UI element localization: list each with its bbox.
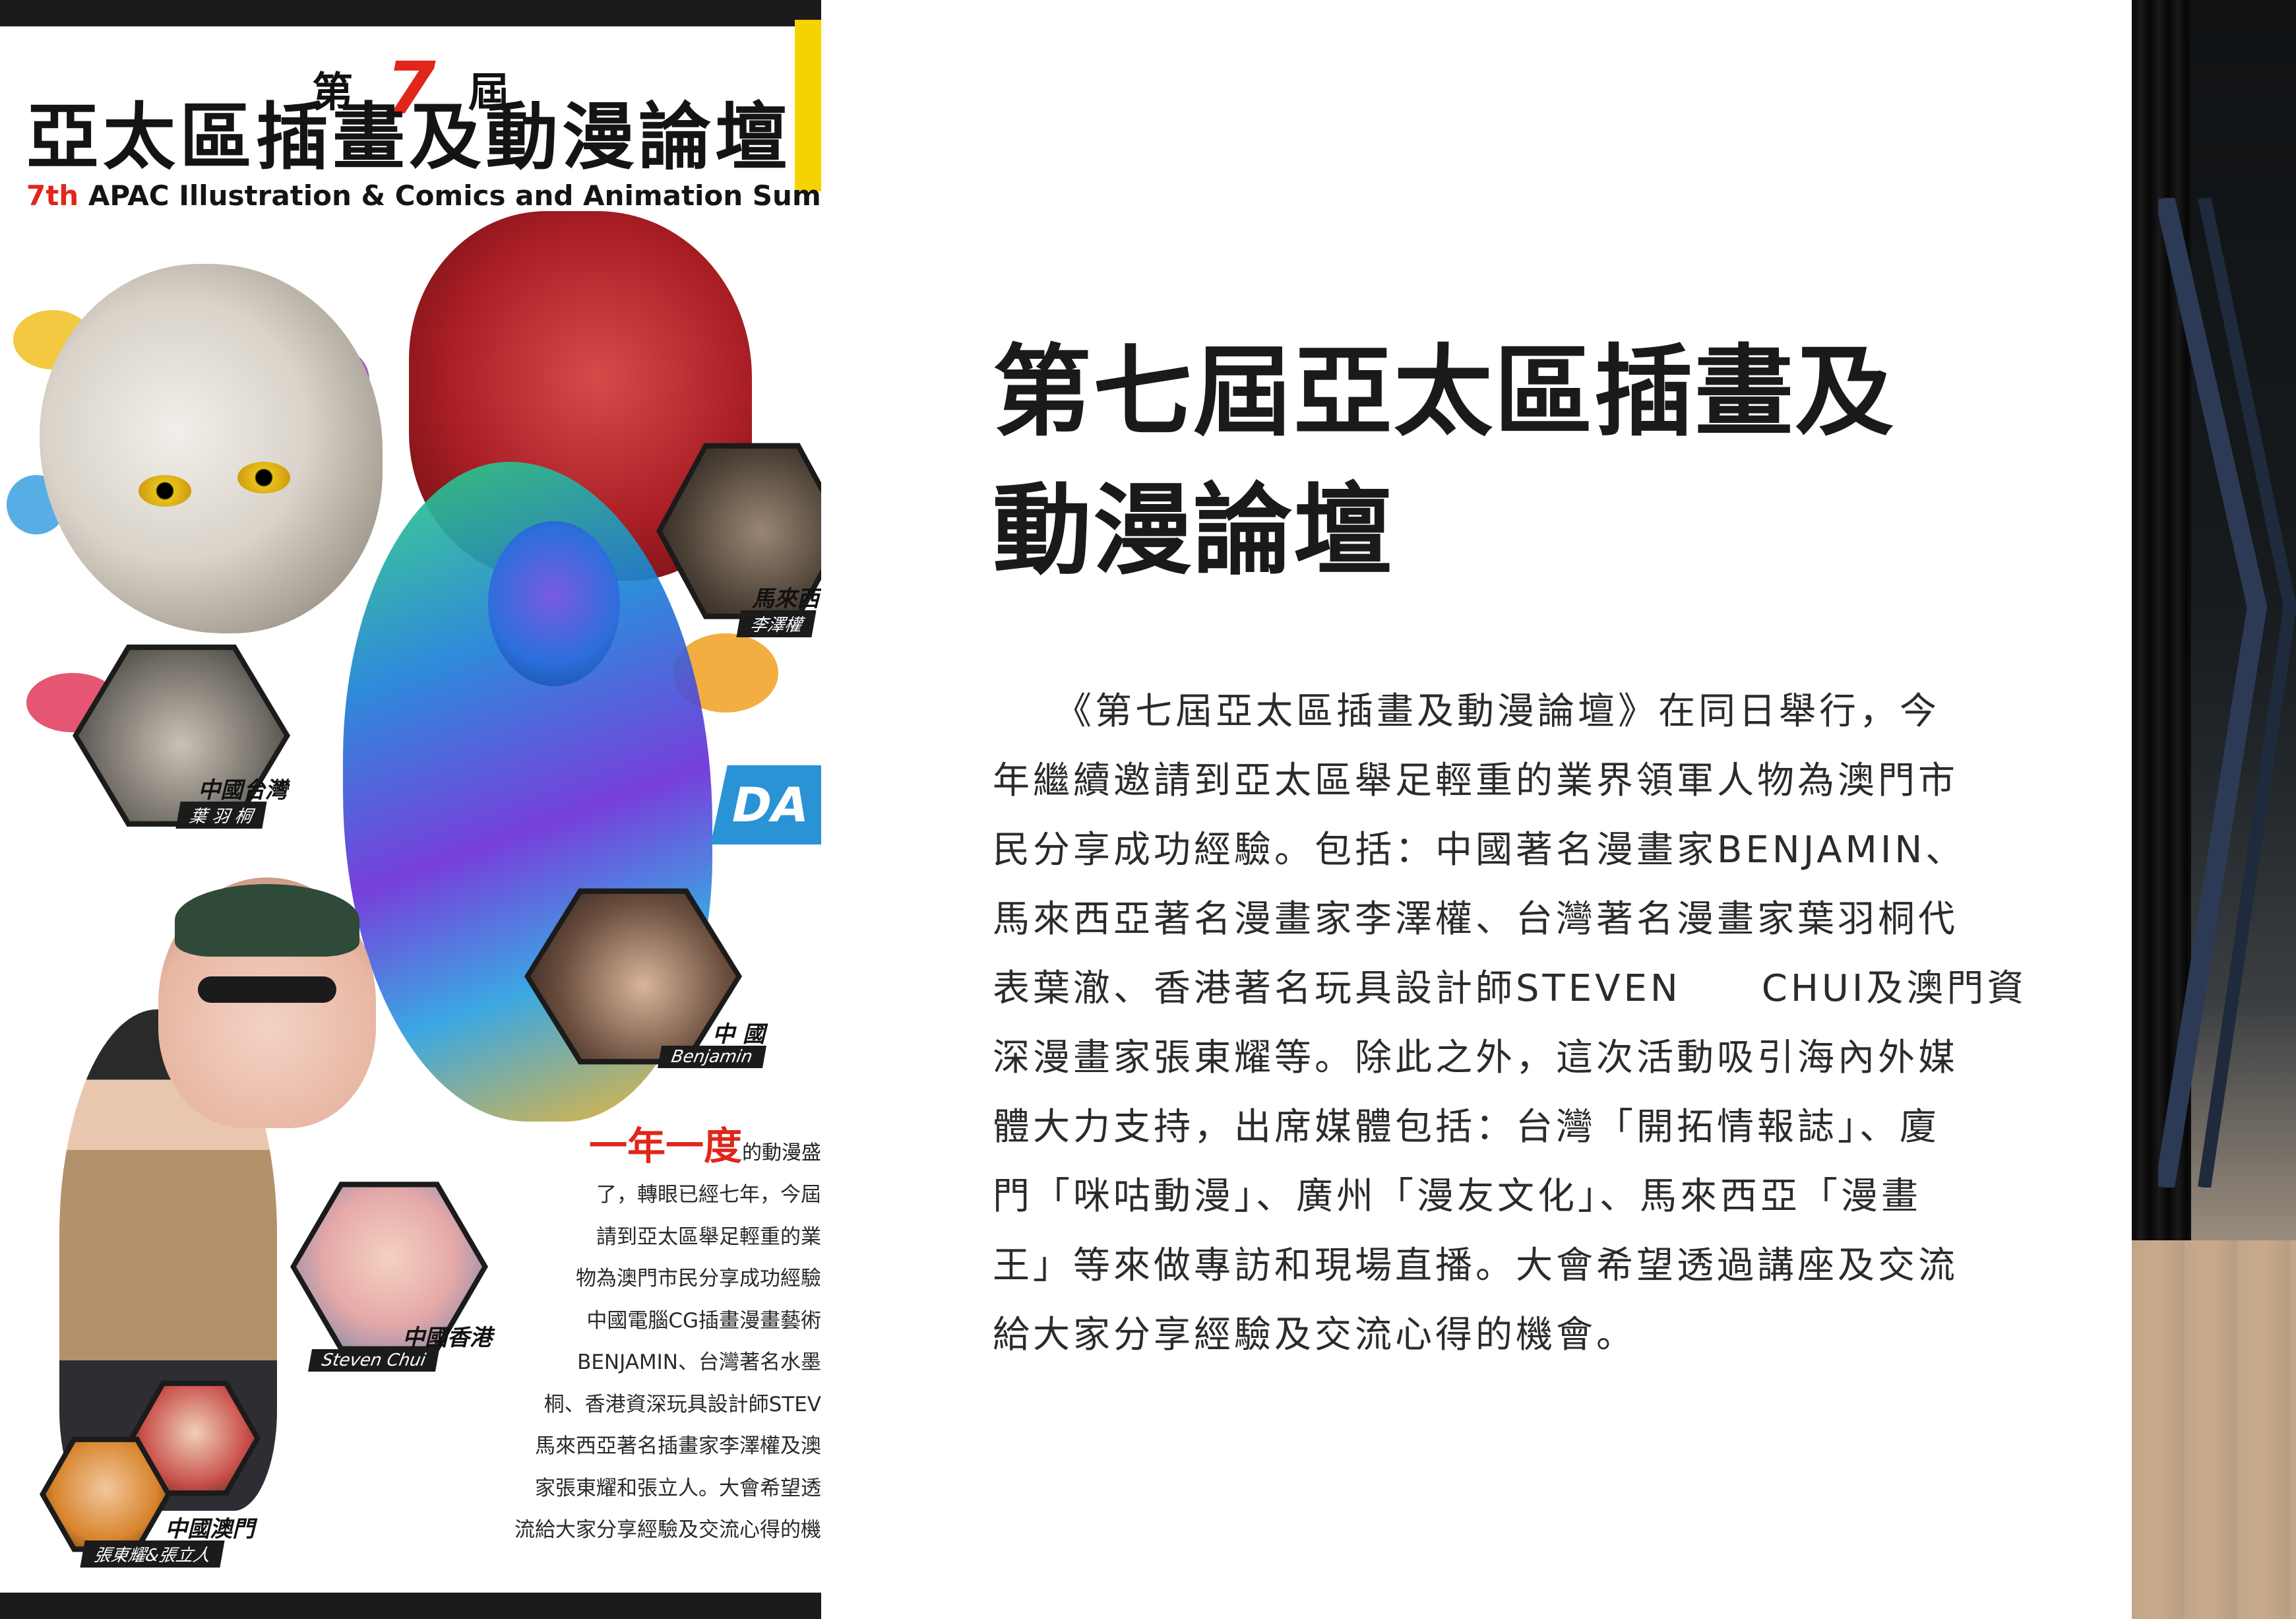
cat-eye — [237, 462, 290, 493]
article-title-line: 動漫論壇 — [993, 474, 1394, 588]
speaker-hex-macau-2 — [40, 1432, 171, 1557]
article-body-line: 王」等來做專訪和現場直播。大會希望透過講座及交流 — [993, 1244, 1958, 1287]
day-badge: DA — [710, 765, 821, 844]
speaker-name: 葉 羽 桐 — [175, 802, 267, 829]
speaker-region: 中 國 — [712, 1021, 765, 1048]
mascot-cap — [175, 884, 359, 957]
poster-body-line: 流給大家分享經驗及交流心得的機 — [514, 1518, 821, 1542]
poster-top-bar — [0, 0, 821, 26]
article-body: 《第七屆亞太區插畫及動漫論壇》在同日舉行，今 年繼續邀請到亞太區舉足輕重的業界領… — [993, 677, 2028, 1370]
poster-edition: 第 7 屆 — [0, 46, 821, 131]
article-title-line: 第七屆亞太區插畫及 — [993, 335, 1896, 450]
article-body-line: 體大力支持，出席媒體包括：台灣「開拓情報誌」、廈 — [993, 1106, 1940, 1149]
article-body-line: 年繼續邀請到亞太區舉足輕重的業界領軍人物為澳門市 — [993, 759, 1958, 802]
article-body-line: 表葉澈、香港著名玩具設計師STEVEN CHUI及澳門資 — [993, 967, 2028, 1010]
article-body-line: 《第七屆亞太區插畫及動漫論壇》在同日舉行，今 — [993, 690, 1940, 733]
illustration-cat — [40, 264, 383, 633]
mascot-mask — [198, 976, 336, 1003]
article-body-line: 門「咪咕動漫」、廣州「漫友文化」、馬來西亞「漫畫 — [993, 1175, 1921, 1218]
article-body-line: 馬來西亞著名漫畫家李澤權、台灣著名漫畫家葉羽桐代 — [993, 898, 1958, 941]
article-title: 第七屆亞太區插畫及 動漫論壇 — [993, 323, 1982, 600]
poster-body-line: 中國電腦CG插畫漫畫藝術 — [586, 1308, 821, 1333]
poster-body-lead: 一年一度的動漫盛 — [462, 1115, 821, 1170]
poster-title-cn: 亞太區插畫及動漫論壇 — [26, 95, 791, 179]
speaker-region: 中國澳門 — [165, 1516, 255, 1542]
edition-prefix: 第 — [312, 68, 354, 116]
illustration-girl-face — [488, 521, 620, 686]
speaker-name: 李澤權 — [736, 610, 817, 637]
event-photo — [2132, 0, 2296, 1619]
poster-lead-tail: 的動漫盛 — [742, 1141, 821, 1164]
edition-suffix: 屆 — [468, 68, 509, 116]
stage-floor — [2132, 1240, 2296, 1619]
speaker-region: 中國香港 — [402, 1325, 492, 1351]
poster-body-line: 桐、香港資深玩具設計師STEV — [543, 1392, 821, 1416]
poster-title-en-num: 7th — [26, 179, 79, 212]
speaker-name: 張東耀&張立人 — [80, 1540, 225, 1568]
edition-number: 7 — [385, 46, 436, 131]
speaker-region: 中國台灣 — [198, 777, 288, 804]
speaker-hex-malaysia — [656, 435, 821, 627]
speaker-name: Benjamin — [658, 1046, 766, 1068]
poster-body-line: 家張東耀和張立人。大會希望透 — [535, 1476, 821, 1500]
speaker-hex-hongkong — [290, 1174, 488, 1359]
article-body-line: 民分享成功經驗。包括：中國著名漫畫家BENJAMIN、 — [993, 829, 1966, 872]
poster-body-line: 物為澳門市民分享成功經驗 — [576, 1267, 821, 1290]
event-poster: DA 第 7 屆 亞太區插畫及動漫論壇 7th APAC Illustratio… — [0, 0, 821, 1619]
poster-body-line: BENJAMIN、台灣著名水墨 — [577, 1350, 821, 1374]
poster-body-text: 了，轉眼已經七年，今屆 請到亞太區舉足輕重的業 物為澳門市民分享成功經驗 中國電… — [435, 1174, 821, 1552]
stage-chevron-decoration — [2158, 198, 2296, 1188]
article-body-line: 給大家分享經驗及交流心得的機會。 — [993, 1314, 1636, 1356]
cat-eye — [139, 475, 191, 507]
poster-body-line: 馬來西亞著名插畫家李澤權及澳 — [535, 1434, 821, 1458]
poster-yellow-stripe — [795, 20, 821, 191]
speaker-hex-benjamin — [524, 881, 742, 1072]
article-body-line: 深漫畫家張東耀等。除此之外，這次活動吸引海內外媒 — [993, 1036, 1958, 1079]
poster-lead-red: 一年一度 — [588, 1124, 742, 1168]
poster-title-en-rest: APAC Illustration & Comics and Animation… — [78, 179, 821, 212]
poster-bottom-bar — [0, 1593, 821, 1619]
speaker-region: 馬來西 — [752, 586, 819, 612]
poster-body-line: 請到亞太區舉足輕重的業 — [596, 1224, 821, 1249]
speaker-name: Steven Chui — [308, 1349, 440, 1372]
poster-title-en: 7th APAC Illustration & Comics and Anima… — [26, 179, 821, 212]
poster-body-line: 了，轉眼已經七年，今屆 — [596, 1183, 821, 1207]
speaker-hex-taiwan — [73, 637, 290, 835]
